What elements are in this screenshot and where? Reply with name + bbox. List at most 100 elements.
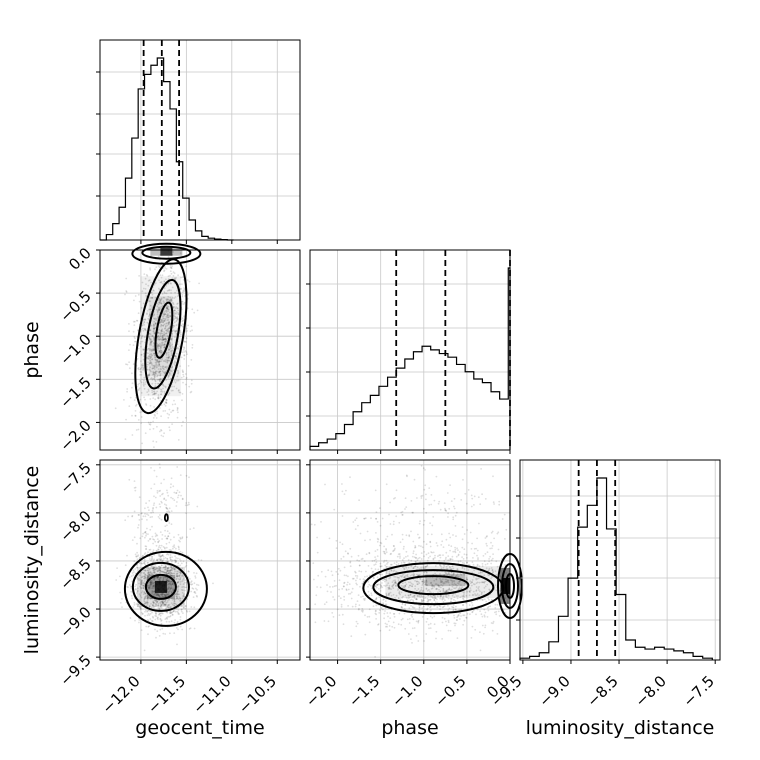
scatter-point [174, 555, 177, 558]
scatter-point [156, 534, 159, 537]
scatter-point [119, 602, 122, 604]
scatter-point [326, 584, 328, 586]
scatter-point [443, 617, 446, 620]
scatter-point [156, 349, 159, 352]
scatter-point [177, 369, 179, 372]
scatter-point [133, 536, 136, 539]
scatter-point [466, 613, 469, 615]
scatter-point [149, 398, 152, 400]
scatter-point [313, 523, 316, 526]
scatter-point [166, 361, 169, 363]
scatter-point [142, 322, 144, 325]
scatter-point [149, 297, 152, 299]
scatter-point [185, 376, 188, 379]
scatter-point [376, 576, 379, 579]
scatter-point [477, 496, 480, 499]
scatter-point [159, 370, 162, 373]
scatter-point [167, 357, 170, 360]
scatter-point [133, 604, 136, 606]
scatter-point [150, 353, 153, 355]
scatter-point [147, 336, 150, 339]
scatter-point [442, 546, 445, 548]
scatter-point [160, 393, 163, 396]
scatter-point [146, 313, 148, 316]
scatter-point [384, 600, 387, 602]
scatter-point [166, 298, 169, 301]
scatter-point [171, 277, 174, 280]
scatter-point [488, 560, 490, 563]
scatter-point [145, 609, 147, 612]
scatter-point [351, 587, 354, 590]
scatter-point [145, 502, 148, 505]
scatter-point [166, 307, 169, 310]
scatter-point [184, 330, 187, 333]
scatter-point [395, 563, 398, 566]
scatter-point [160, 360, 163, 363]
scatter-point [131, 515, 134, 517]
scatter-point [164, 325, 167, 328]
scatter-point [356, 622, 359, 625]
scatter-point [176, 289, 179, 292]
scatter-point [156, 374, 159, 377]
scatter-point [130, 575, 133, 577]
scatter-point [346, 581, 349, 584]
scatter-point [355, 625, 358, 628]
scatter-point [158, 363, 161, 366]
scatter-point [167, 308, 170, 311]
scatter-point [397, 563, 400, 565]
scatter-point [182, 279, 185, 281]
scatter-point [445, 620, 447, 623]
scatter-point [162, 632, 165, 635]
scatter-point [158, 308, 161, 310]
scatter-point [161, 330, 164, 333]
scatter-point [450, 500, 453, 502]
scatter-point [186, 279, 189, 281]
scatter-point [150, 511, 153, 514]
scatter-point [184, 373, 187, 375]
scatter-point [147, 506, 149, 509]
scatter-point [354, 519, 357, 522]
scatter-point [148, 314, 151, 317]
scatter-point [156, 343, 159, 346]
scatter-point [169, 346, 172, 348]
scatter-point [497, 610, 500, 613]
scatter-point [452, 606, 455, 609]
scatter-point [169, 296, 172, 299]
scatter-point [139, 342, 142, 345]
scatter-point [143, 376, 146, 379]
scatter-point [162, 282, 165, 285]
scatter-point [200, 559, 203, 561]
scatter-point [408, 622, 411, 624]
scatter-point [149, 423, 152, 426]
scatter-point [430, 494, 433, 496]
scatter-point [385, 538, 387, 540]
scatter-point [195, 587, 197, 590]
scatter-point [461, 546, 464, 549]
scatter-point [160, 350, 163, 352]
scatter-point [173, 306, 176, 308]
scatter-point [485, 600, 488, 603]
scatter-point [403, 545, 405, 548]
scatter-point [349, 592, 352, 595]
scatter-point [189, 391, 192, 394]
scatter-point [174, 313, 176, 315]
scatter-point [480, 598, 482, 601]
scatter-point [153, 365, 156, 368]
scatter-point [152, 506, 155, 509]
scatter-point [155, 550, 158, 552]
scatter-point [150, 377, 152, 380]
scatter-point [174, 315, 177, 318]
scatter-point [157, 255, 160, 258]
scatter-point [164, 366, 167, 369]
scatter-point [317, 574, 320, 577]
scatter-point [170, 560, 173, 563]
scatter-point [374, 489, 377, 492]
scatter-point [379, 601, 381, 603]
scatter-point [370, 585, 372, 587]
scatter-point [340, 558, 343, 560]
scatter-point [504, 538, 506, 540]
scatter-point [153, 320, 156, 323]
scatter-point [169, 429, 171, 432]
scatter-point [355, 582, 358, 585]
scatter-point [174, 309, 176, 312]
